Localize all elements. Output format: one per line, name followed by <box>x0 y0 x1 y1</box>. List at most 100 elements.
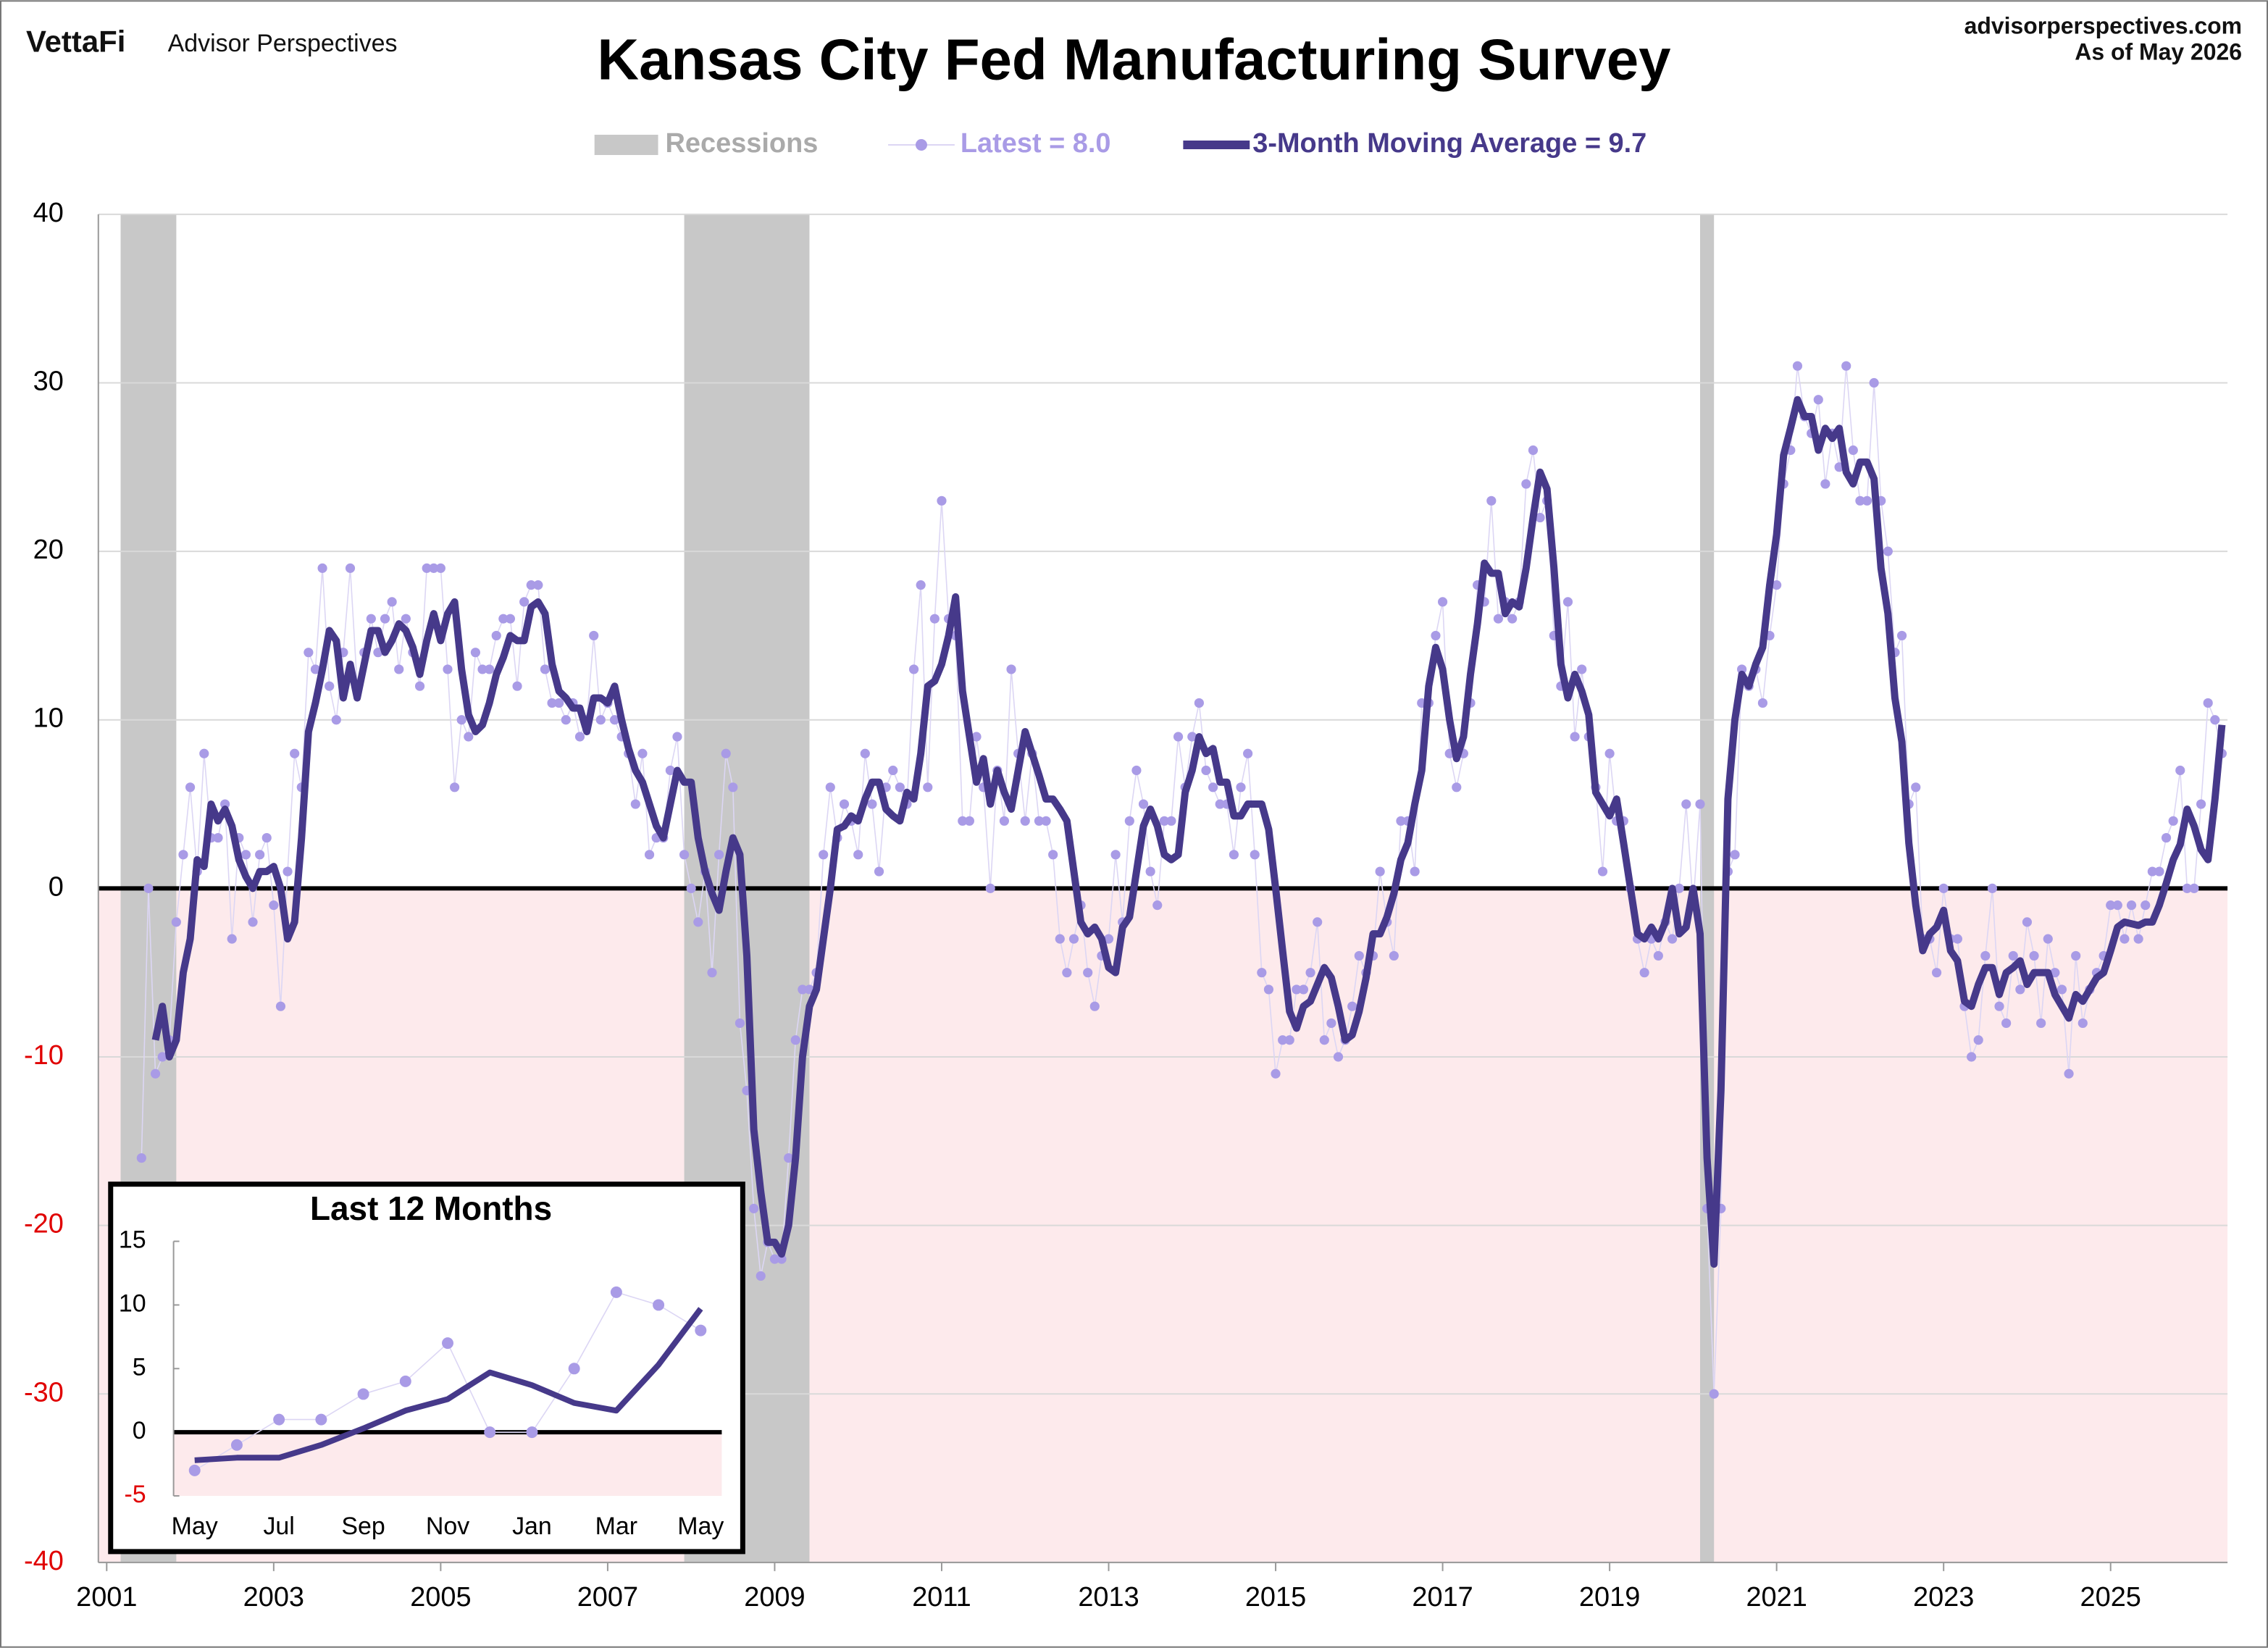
inset-latest-dot <box>695 1324 707 1337</box>
latest-dot <box>2196 799 2206 809</box>
latest-dot <box>2168 816 2178 826</box>
latest-dot <box>1994 1001 2004 1011</box>
x-tick-label: 2009 <box>744 1582 805 1613</box>
legend-swatch <box>915 139 927 151</box>
latest-dot <box>1131 765 1142 776</box>
latest-dot <box>1911 782 1921 792</box>
latest-dot <box>1695 799 1705 809</box>
latest-dot <box>923 782 933 792</box>
latest-dot <box>686 883 696 893</box>
brand: VettaFi <box>26 24 125 58</box>
latest-dot <box>2064 1068 2074 1079</box>
latest-dot <box>693 917 703 927</box>
latest-dot <box>1319 1035 1329 1045</box>
latest-dot <box>2120 934 2130 944</box>
latest-dot <box>1772 580 1782 590</box>
latest-dot <box>1967 1052 1977 1062</box>
x-tick-label: 2015 <box>1245 1582 1306 1613</box>
inset-latest-dot <box>442 1337 454 1350</box>
latest-dot <box>964 816 974 826</box>
latest-dot <box>199 748 209 758</box>
latest-dot <box>485 664 495 674</box>
latest-dot <box>839 799 850 809</box>
latest-dot <box>470 648 480 658</box>
latest-dot <box>429 563 439 573</box>
inset-x-tick-label: May <box>172 1513 218 1540</box>
latest-dot <box>1987 883 1998 893</box>
latest-dot <box>1243 748 1253 758</box>
inset-title: Last 12 Months <box>310 1189 552 1227</box>
latest-dot <box>456 715 466 725</box>
latest-dot <box>1431 630 1441 641</box>
y-tick-label: -10 <box>24 1040 64 1071</box>
latest-dot <box>2133 934 2143 944</box>
latest-dot <box>1730 850 1740 860</box>
latest-dot <box>1236 782 1246 792</box>
latest-dot <box>178 850 188 860</box>
latest-dot <box>2126 900 2137 911</box>
latest-dot <box>2056 984 2067 995</box>
latest-dot <box>1792 361 1803 371</box>
latest-dot <box>1089 1001 1100 1011</box>
latest-dot <box>1048 850 1058 860</box>
inset-y-tick-label: -5 <box>124 1481 146 1508</box>
latest-dot <box>547 698 557 708</box>
latest-dot <box>1855 495 1865 506</box>
latest-dot <box>1278 1035 1288 1045</box>
latest-dot <box>1973 1035 1983 1045</box>
inset-latest-dot <box>610 1286 622 1298</box>
latest-dot <box>157 1052 167 1062</box>
latest-dot <box>2029 950 2039 961</box>
latest-dot <box>1521 479 1531 489</box>
latest-dot <box>749 1203 759 1213</box>
inset-y-tick-label: 10 <box>119 1289 146 1317</box>
latest-dot <box>498 614 509 624</box>
latest-dot <box>1257 968 1267 978</box>
latest-dot <box>1250 850 1260 860</box>
latest-dot <box>721 748 731 758</box>
latest-dot <box>283 866 293 877</box>
latest-dot <box>707 968 717 978</box>
x-tick-label: 2001 <box>76 1582 137 1613</box>
latest-dot <box>1841 361 1851 371</box>
latest-dot <box>1187 732 1197 742</box>
chart-title: Kansas City Fed Manufacturing Survey <box>597 27 1670 91</box>
latest-dot <box>331 715 341 725</box>
inset-latest-dot <box>568 1363 580 1375</box>
latest-dot <box>908 664 919 674</box>
y-tick-label: 30 <box>33 366 64 396</box>
latest-dot <box>213 832 223 843</box>
latest-dot <box>1410 866 1420 877</box>
latest-dot <box>637 748 648 758</box>
latest-dot <box>784 1153 794 1163</box>
latest-dot <box>414 681 425 691</box>
latest-dot <box>554 698 564 708</box>
legend-label: 3-Month Moving Average = 9.7 <box>1252 128 1646 159</box>
x-tick-label: 2025 <box>2080 1582 2141 1613</box>
latest-dot <box>916 580 926 590</box>
latest-dot <box>248 917 258 927</box>
latest-dot <box>1389 950 1399 961</box>
latest-dot <box>2112 900 2122 911</box>
latest-dot <box>1313 917 1323 927</box>
latest-dot <box>2050 968 2060 978</box>
x-tick-label: 2021 <box>1746 1582 1807 1613</box>
latest-dot <box>1145 866 1155 877</box>
legend-label: Latest = 8.0 <box>961 128 1111 159</box>
latest-dot <box>317 563 327 573</box>
latest-dot <box>971 732 982 742</box>
inset-latest-dot <box>357 1388 369 1400</box>
latest-dot <box>1952 934 1962 944</box>
x-tick-label: 2003 <box>243 1582 304 1613</box>
latest-dot <box>853 850 863 860</box>
latest-dot <box>150 1068 161 1079</box>
legend: Recessions Latest = 8.0 3-Month Moving A… <box>594 128 1646 159</box>
moving-average-line <box>151 396 2226 1268</box>
latest-dot <box>2182 883 2192 893</box>
latest-dot <box>1284 1035 1294 1045</box>
inset-y-tick-label: 0 <box>133 1417 146 1444</box>
latest-dot <box>1034 816 1045 826</box>
latest-dot <box>519 597 530 607</box>
latest-dot <box>380 614 390 624</box>
